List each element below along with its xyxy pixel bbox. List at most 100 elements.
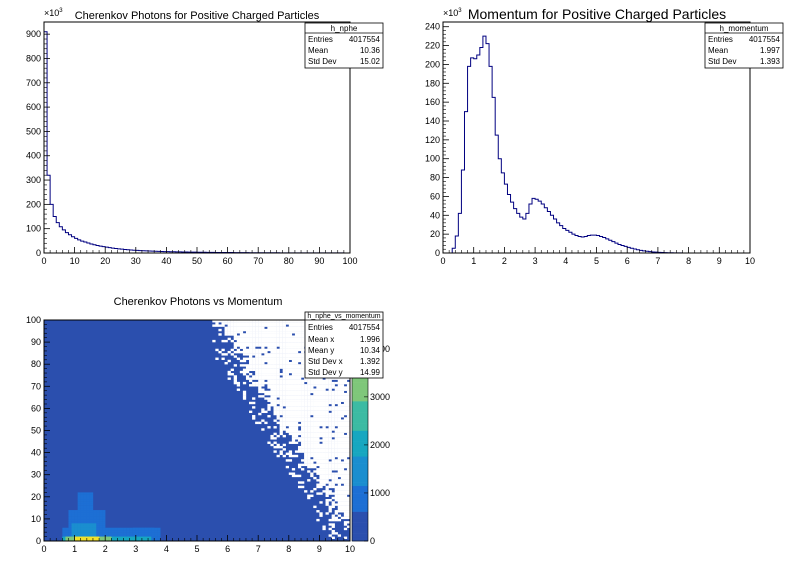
- heatmap-cell: [274, 347, 277, 349]
- heatmap-cell: [264, 364, 267, 366]
- heatmap-cell: [292, 358, 295, 360]
- heatmap-cell: [286, 411, 289, 413]
- heatmap-cell: [322, 415, 325, 417]
- heatmap-cell: [292, 411, 295, 413]
- heatmap-cell: [301, 335, 304, 337]
- heatmap-cell: [298, 331, 301, 333]
- heatmap-cell: [99, 526, 102, 528]
- y-multiplier: ×103: [443, 8, 462, 18]
- heatmap-cell: [249, 377, 252, 379]
- heatmap-cell: [154, 532, 157, 534]
- chart-title: Momentum for Positive Charged Particles: [468, 6, 726, 22]
- heatmap-cell: [322, 479, 325, 481]
- chart-nphe: Cherenkov Photons for Positive Charged P…: [26, 8, 383, 266]
- heatmap-cell: [326, 470, 329, 472]
- heatmap-cell: [274, 329, 277, 331]
- heatmap-cell: [96, 512, 99, 514]
- heatmap-cell: [304, 426, 307, 428]
- heatmap-cell: [221, 322, 224, 324]
- heatmap-cell: [335, 453, 338, 455]
- heatmap-cell: [228, 324, 231, 326]
- heatmap-cell: [283, 347, 286, 349]
- heatmap-cell: [84, 497, 87, 499]
- heatmap-cell: [221, 358, 224, 360]
- heatmap-cell: [261, 351, 264, 353]
- stats-box: h_nphe Entries 4017554 Mean 10.36 Std De…: [305, 23, 383, 68]
- x-tick-label: 90: [314, 256, 324, 266]
- heatmap-cell: [81, 501, 84, 503]
- heatmap-cell: [310, 472, 313, 474]
- heatmap-cell: [277, 362, 280, 364]
- heatmap-cell: [277, 444, 280, 446]
- heatmap-cell: [218, 351, 221, 353]
- heatmap-cell: [316, 422, 319, 424]
- heatmap-cell: [286, 428, 289, 430]
- heatmap-cell: [274, 406, 277, 408]
- heatmap-cell: [274, 437, 277, 439]
- heatmap-cell: [130, 537, 133, 539]
- heatmap-cell: [255, 355, 258, 357]
- heatmap-cell: [277, 355, 280, 357]
- heatmap-cell: [344, 386, 347, 388]
- y-multiplier: ×103: [44, 8, 63, 18]
- heatmap-cell: [267, 404, 270, 406]
- heatmap-cell: [341, 508, 344, 510]
- heatmap-cell: [65, 530, 68, 532]
- heatmap-cell: [280, 393, 283, 395]
- heatmap-cell: [246, 358, 249, 360]
- heatmap-cell: [252, 344, 255, 346]
- heatmap-cell: [295, 353, 298, 355]
- y-tick-label: 10: [31, 514, 41, 524]
- heatmap-cell: [267, 377, 270, 379]
- heatmap-cell: [341, 464, 344, 466]
- heatmap-cell: [338, 497, 341, 499]
- heatmap-cell: [316, 484, 319, 486]
- heatmap-cell: [338, 503, 341, 505]
- heatmap-cell: [298, 371, 301, 373]
- heatmap-cell: [249, 360, 252, 362]
- heatmap-cell: [261, 342, 264, 344]
- heatmap-cell: [301, 324, 304, 326]
- heatmap-cell: [270, 380, 273, 382]
- heatmap-cell: [307, 435, 310, 437]
- color-scale-step: [352, 534, 368, 538]
- heatmap-cell: [258, 382, 261, 384]
- heatmap-cell: [292, 331, 295, 333]
- heatmap-cell: [322, 431, 325, 433]
- heatmap-cell: [316, 446, 319, 448]
- heatmap-cell: [298, 448, 301, 450]
- heatmap-cell: [310, 406, 313, 408]
- heatmap-cell: [280, 373, 283, 375]
- x-tick-label: 70: [253, 256, 263, 266]
- heatmap-cell: [289, 366, 292, 368]
- heatmap-cell: [258, 358, 261, 360]
- heatmap-cell: [249, 344, 252, 346]
- heatmap-cell: [329, 415, 332, 417]
- heatmap-cell: [270, 360, 273, 362]
- heatmap-cell: [78, 499, 81, 501]
- heatmap-cell: [75, 521, 78, 523]
- heatmap-cell: [292, 353, 295, 355]
- heatmap-cell: [261, 322, 264, 324]
- heatmap-cell: [341, 495, 344, 497]
- heatmap-cell: [332, 477, 335, 479]
- heatmap-cell: [332, 384, 335, 386]
- y-tick-label: 0: [36, 248, 41, 258]
- heatmap-cell: [338, 488, 341, 490]
- heatmap-cell: [292, 475, 295, 477]
- heatmap-cell: [341, 422, 344, 424]
- heatmap-cell: [78, 528, 81, 530]
- heatmap-cell: [338, 446, 341, 448]
- heatmap-cell: [267, 333, 270, 335]
- heatmap-cell: [261, 338, 264, 340]
- heatmap-cell: [310, 437, 313, 439]
- heatmap-cell: [270, 389, 273, 391]
- heatmap-cell: [277, 395, 280, 397]
- heatmap-cell: [277, 366, 280, 368]
- y-tick-label: 180: [425, 78, 440, 88]
- heatmap-cell: [329, 439, 332, 441]
- heatmap-cell: [277, 408, 280, 410]
- heatmap-cell: [289, 382, 292, 384]
- heatmap-cell: [332, 413, 335, 415]
- heatmap-cell: [237, 382, 240, 384]
